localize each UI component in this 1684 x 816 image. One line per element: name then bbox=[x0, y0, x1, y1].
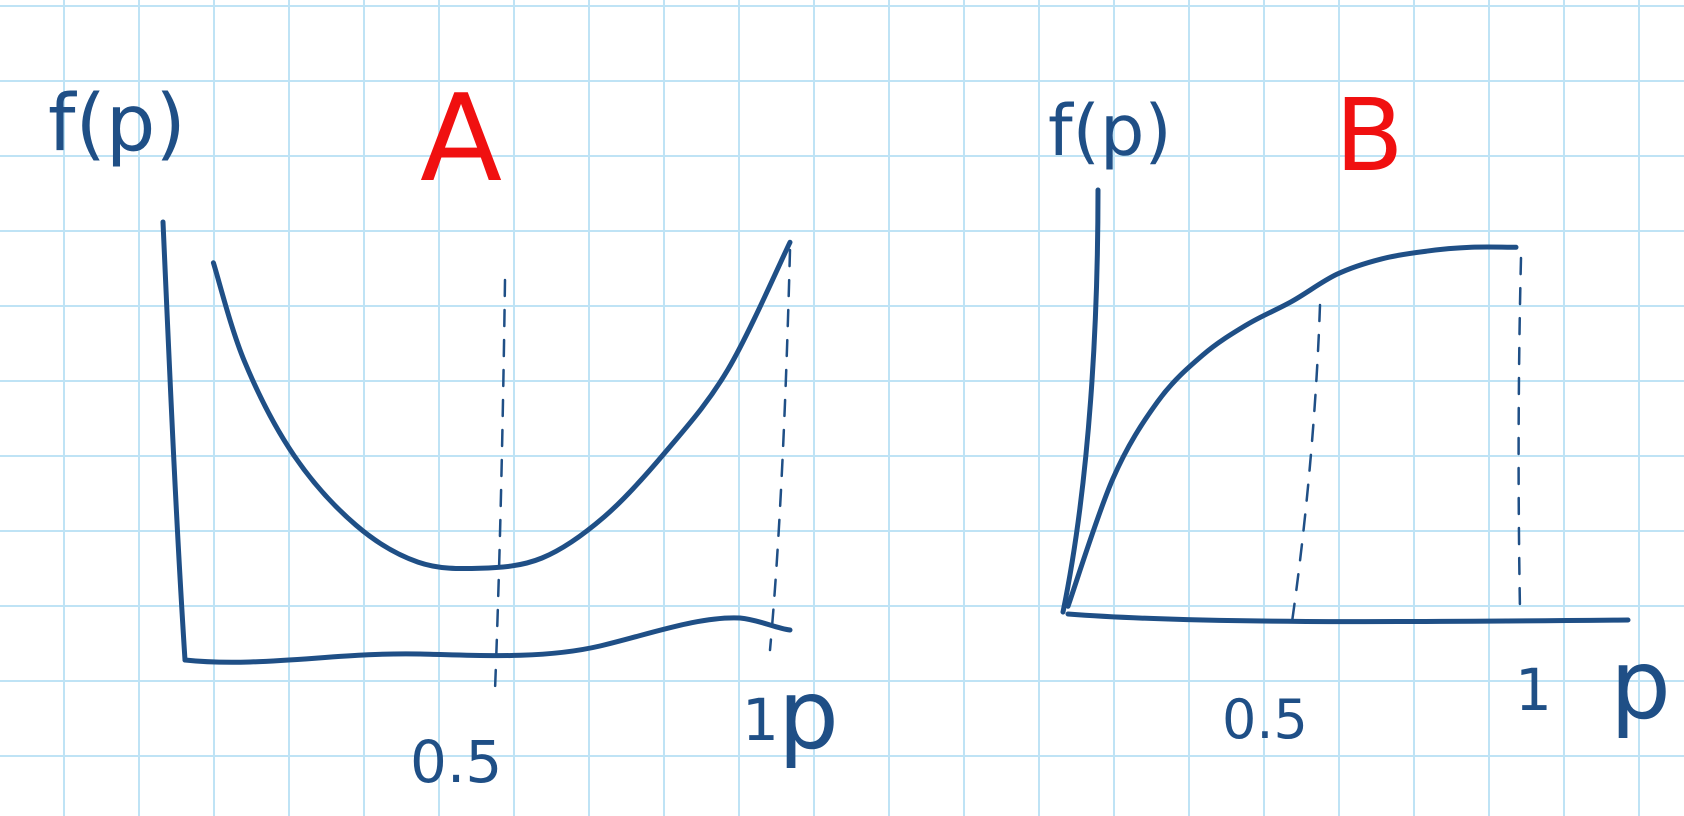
chart-a-series-line bbox=[210, 239, 793, 572]
chart-a-reference-line-1 bbox=[768, 248, 792, 652]
chart-a-title: A bbox=[420, 70, 502, 209]
chart-a-x-tick-1: 1 bbox=[742, 686, 779, 754]
chart-b: B f(p) 0.5 1 p bbox=[1048, 77, 1671, 751]
chart-a-x-label: p bbox=[778, 659, 839, 771]
chart-a-y-axis bbox=[160, 219, 188, 663]
chart-b-y-label: f(p) bbox=[1048, 90, 1172, 172]
chart-a-y-label: f(p) bbox=[48, 79, 186, 169]
chart-b-reference-line-0.5 bbox=[1290, 303, 1322, 624]
chart-b-series-line bbox=[1065, 244, 1519, 609]
chart-b-title: B bbox=[1335, 77, 1404, 194]
chart-b-x-axis bbox=[1065, 611, 1631, 625]
chart-a-x-tick-0.5: 0.5 bbox=[410, 728, 502, 796]
chart-a: A f(p) 0.5 1 p bbox=[48, 70, 839, 796]
chart-b-reference-line-1 bbox=[1517, 256, 1523, 612]
chart-b-x-tick-1: 1 bbox=[1515, 656, 1552, 724]
chart-b-x-label: p bbox=[1610, 629, 1671, 741]
chart-a-reference-line-0.5 bbox=[493, 278, 507, 692]
chart-b-y-axis bbox=[1060, 187, 1101, 615]
chart-b-x-tick-0.5: 0.5 bbox=[1222, 688, 1308, 751]
chart-a-x-axis bbox=[182, 615, 793, 665]
